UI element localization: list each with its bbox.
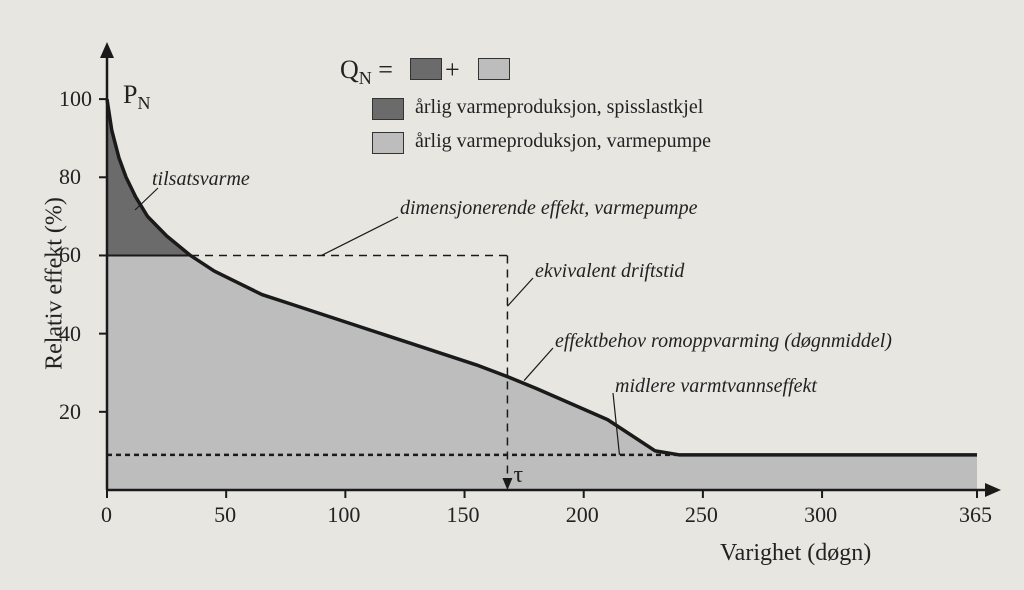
legend-swatch-dark <box>372 98 404 120</box>
pn-label: PN <box>123 80 150 114</box>
annot-ekv-driftstid: ekvivalent driftstid <box>535 260 684 283</box>
legend-swatch-light-eq <box>478 58 510 80</box>
annot-effektbehov: effektbehov romoppvarming (døgnmiddel) <box>555 330 892 353</box>
x-tick: 300 <box>804 502 837 528</box>
legend-swatch-light <box>372 132 404 154</box>
y-axis-label: Relativ effekt (%) <box>42 184 69 384</box>
x-axis-label: Varighet (døgn) <box>720 540 871 567</box>
x-tick: 50 <box>214 502 236 528</box>
annot-tilsatsvarme: tilsatsvarme <box>152 168 250 191</box>
x-tick: 0 <box>101 502 112 528</box>
y-tick: 80 <box>59 164 81 190</box>
y-tick: 40 <box>59 321 81 347</box>
x-tick: 150 <box>447 502 480 528</box>
qn-legend: QN = <box>340 55 393 89</box>
x-tick: 365 <box>959 502 992 528</box>
plus-sign: + <box>445 55 460 85</box>
duration-curve-chart: Relativ effekt (%) Varighet (døgn) PN QN… <box>0 0 1024 585</box>
legend-text-light: årlig varmeproduksjon, varmepumpe <box>415 130 711 153</box>
y-tick: 60 <box>59 242 81 268</box>
chart-svg <box>0 0 1024 585</box>
x-tick: 250 <box>685 502 718 528</box>
y-tick: 20 <box>59 399 81 425</box>
legend-text-dark: årlig varmeproduksjon, spisslastkjel <box>415 96 703 119</box>
x-tick: 100 <box>327 502 360 528</box>
x-tick: 200 <box>566 502 599 528</box>
annot-dim-effekt: dimensjonerende effekt, varmepumpe <box>400 197 698 220</box>
legend-swatch-dark-eq <box>410 58 442 80</box>
tau-label: τ <box>513 462 523 489</box>
y-tick: 100 <box>59 86 92 112</box>
annot-midlere: midlere varmtvannseffekt <box>615 375 817 398</box>
